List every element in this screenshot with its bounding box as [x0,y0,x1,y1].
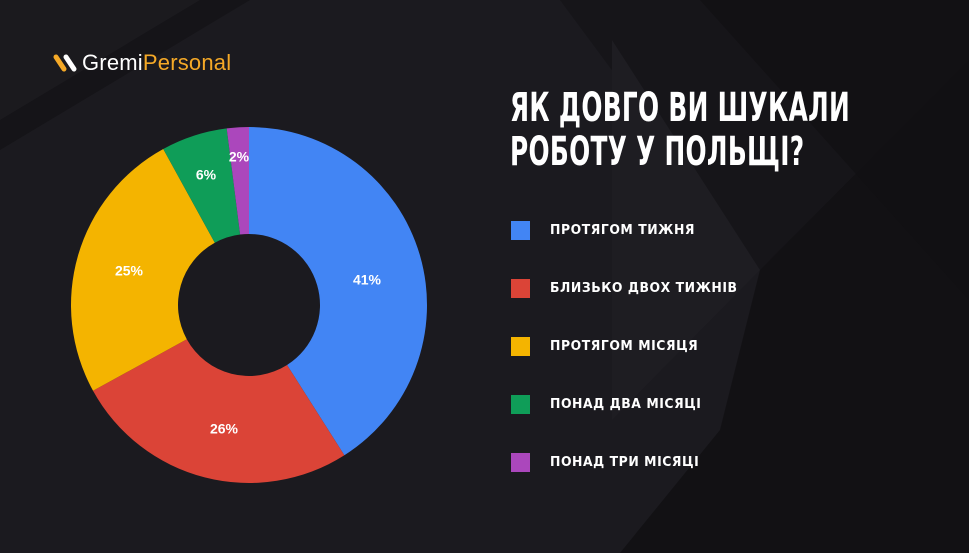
legend-swatch [511,278,530,298]
legend-label: БЛИЗЬКО ДВОХ ТИЖНІВ [550,280,738,296]
legend-label: ПОНАД ТРИ МІСЯЦІ [550,454,700,470]
slice-label-3: 6% [196,167,217,183]
legend-swatch [511,220,530,240]
brand-name-gremi: Gremi [82,50,143,75]
donut-slice [93,339,345,484]
legend-item: ПРОТЯГОМ МІСЯЦЯ [511,336,754,356]
donut-chart: 41% 26% 25% 6% 2% [70,127,427,484]
slice-label-4: 2% [229,149,250,165]
slice-label-1: 26% [210,421,239,437]
donut-slice [249,127,427,456]
chart-title-line1: ЯК ДОВГО ВИ ШУКАЛИ [510,85,851,131]
chart-legend: ПРОТЯГОМ ТИЖНЯ БЛИЗЬКО ДВОХ ТИЖНІВ ПРОТЯ… [511,220,754,510]
donut-slice [226,127,249,235]
logo-mark-icon [53,54,77,72]
brand-logo: Gremi Personal [52,50,231,76]
legend-label: ПОНАД ДВА МІСЯЦІ [550,396,702,412]
donut-slice [163,128,241,243]
chart-title-line2: РОБОТУ У ПОЛЬЩІ? [510,129,805,175]
brand-name-personal: Personal [142,50,232,75]
legend-item: ПОНАД ТРИ МІСЯЦІ [511,452,754,472]
legend-item: ПРОТЯГОМ ТИЖНЯ [511,220,754,240]
legend-item: БЛИЗЬКО ДВОХ ТИЖНІВ [511,278,754,298]
slice-label-0: 41% [353,272,382,288]
legend-label: ПРОТЯГОМ ТИЖНЯ [550,222,696,238]
legend-swatch [511,394,530,414]
chart-title: ЯК ДОВГО ВИ ШУКАЛИ РОБОТУ У ПОЛЬЩІ? [510,86,850,174]
donut-slice [70,149,215,391]
legend-swatch [511,452,530,472]
legend-item: ПОНАД ДВА МІСЯЦІ [511,394,754,414]
legend-swatch [511,336,530,356]
legend-label: ПРОТЯГОМ МІСЯЦЯ [550,338,699,354]
slice-label-2: 25% [115,263,144,279]
